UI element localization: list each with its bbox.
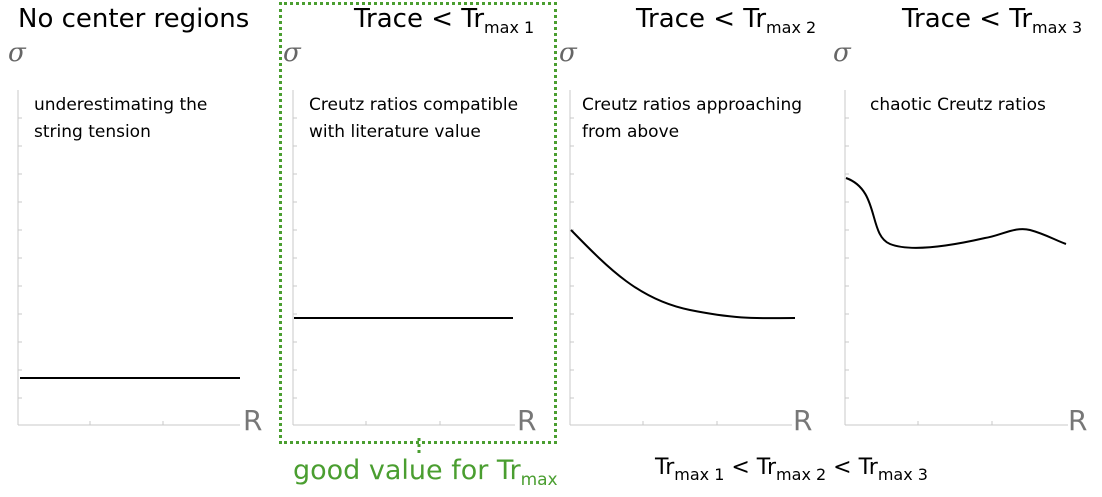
panel-4-ticks — [845, 117, 993, 425]
panel-title-trace-max2: Trace < Trmax 2 — [636, 4, 817, 37]
panel-3-curve — [570, 229, 796, 320]
good-value-label: good value for Trmax — [293, 455, 558, 490]
panel-note-1: underestimating the string tension — [34, 95, 208, 142]
panel-note-2: Creutz ratios compatible with literature… — [309, 95, 519, 142]
panel-title-no-center: No center regions — [18, 4, 250, 34]
panel-1-ticks — [18, 117, 164, 425]
sigma-label-3: σ — [559, 38, 577, 68]
panel-title-trace-max3: Trace < Trmax 3 — [902, 4, 1083, 37]
r-label-4: R — [1068, 404, 1088, 437]
sigma-label-1: σ — [8, 38, 26, 68]
panel-3-ticks — [570, 117, 718, 425]
r-label-3: R — [793, 404, 813, 437]
panel-4-axes — [844, 90, 1068, 426]
panel-note-3: Creutz ratios approaching from above — [582, 95, 803, 142]
highlight-connector — [417, 438, 421, 456]
r-label-2: R — [517, 404, 537, 437]
trmax-inequality: Trmax 1 < Trmax 2 < Trmax 3 — [655, 455, 928, 484]
r-label-1: R — [243, 404, 263, 437]
good-value-highlight-box — [279, 2, 557, 444]
sigma-label-4: σ — [833, 38, 851, 68]
panel-2-ticks — [293, 117, 441, 425]
panel-note-4: chaotic Creutz ratios — [870, 95, 1046, 115]
panel-4-curve — [845, 177, 1067, 249]
panel-title-trace-max1: Trace < Trmax 1 — [354, 4, 535, 37]
sigma-label-2: σ — [283, 38, 301, 68]
